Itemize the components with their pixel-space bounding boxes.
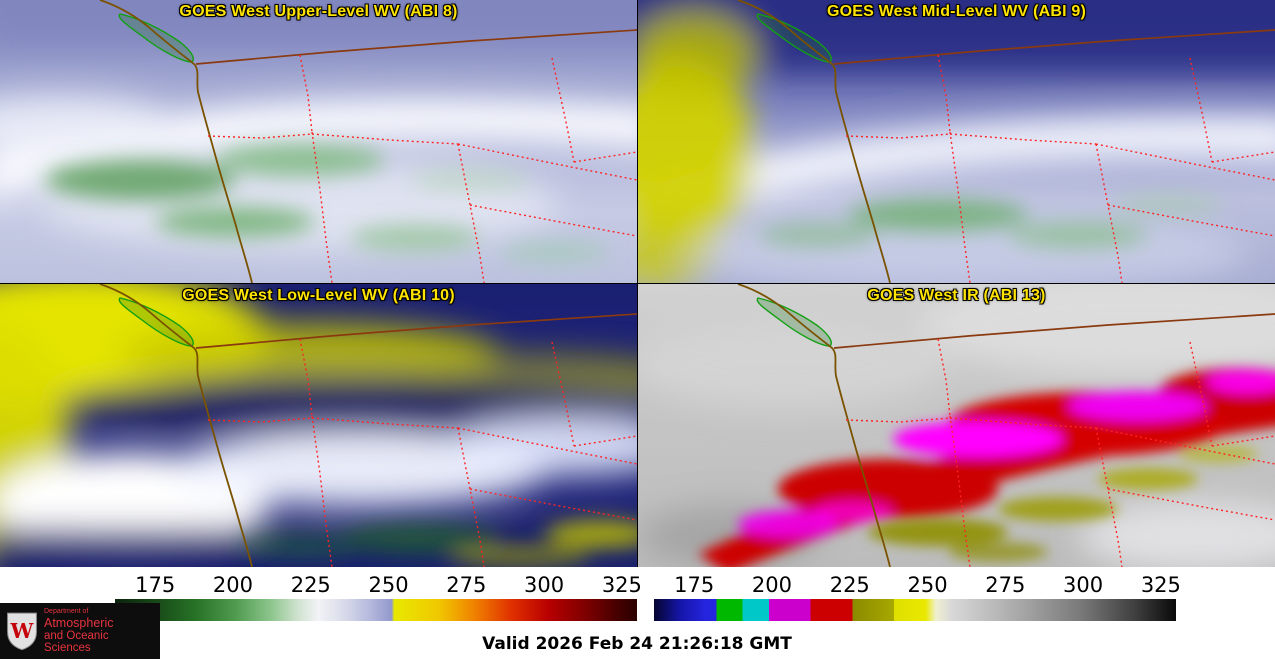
logo-line-2: Atmospheric [44, 615, 114, 630]
panel-low-wv: GOES West Low-Level WV (ABI 10) [0, 284, 637, 567]
logo-line-3: and Oceanic Sciences [44, 629, 109, 654]
panel-title-mid-wv: GOES West Mid-Level WV (ABI 9) [826, 3, 1087, 20]
tick-label: 275 [446, 573, 487, 597]
tick-label: 300 [524, 573, 565, 597]
panel-title-low-wv: GOES West Low-Level WV (ABI 10) [182, 287, 455, 304]
tick-label: 250 [368, 573, 409, 597]
tick-label: 175 [135, 573, 176, 597]
quad-panel-grid: GOES West Upper-Level WV (ABI 8) GOES We… [0, 0, 1275, 567]
tick-label: 175 [674, 573, 715, 597]
mid-wv-image [638, 0, 1275, 283]
ir-image [638, 284, 1275, 567]
crest-letter: W [10, 619, 35, 643]
ir-colorbar-ticks: 175 200 225 250 275 300 325 [654, 569, 1181, 597]
uw-aos-logo: W Department of Atmospheric and Oceanic … [0, 603, 160, 659]
tick-label: 225 [290, 573, 331, 597]
ir-colorbar: 175 200 225 250 275 300 325 [654, 569, 1181, 625]
ir-colorbar-gradient [654, 599, 1176, 621]
low-wv-image [0, 284, 637, 567]
logo-line-1: Department of [44, 608, 89, 616]
tick-label: 325 [1140, 573, 1181, 597]
upper-wv-image [0, 0, 637, 283]
tick-label: 300 [1063, 573, 1104, 597]
tick-label: 250 [907, 573, 948, 597]
valid-time: Valid 2026 Feb 24 21:26:18 GMT [482, 634, 792, 654]
logo-text: Department of Atmospheric and Oceanic Sc… [44, 608, 155, 654]
tick-label: 225 [829, 573, 870, 597]
panel-title-ir: GOES West IR (ABI 13) [867, 287, 1046, 304]
tick-label: 275 [985, 573, 1026, 597]
panel-title-upper-wv: GOES West Upper-Level WV (ABI 8) [179, 3, 458, 20]
tick-label: 325 [601, 573, 642, 597]
panel-ir: GOES West IR (ABI 13) [638, 284, 1275, 567]
panel-mid-wv: GOES West Mid-Level WV (ABI 9) [638, 0, 1275, 283]
wv-colorbar: 175 200 225 250 275 300 325 [115, 569, 642, 625]
footer: 175 200 225 250 275 300 325 175 200 225 … [0, 567, 1275, 659]
wv-colorbar-gradient [115, 599, 637, 621]
tick-label: 200 [751, 573, 793, 597]
uw-crest-icon: W [7, 612, 37, 651]
panel-upper-wv: GOES West Upper-Level WV (ABI 8) [0, 0, 637, 283]
wv-colorbar-ticks: 175 200 225 250 275 300 325 [115, 569, 642, 597]
tick-label: 200 [212, 573, 254, 597]
